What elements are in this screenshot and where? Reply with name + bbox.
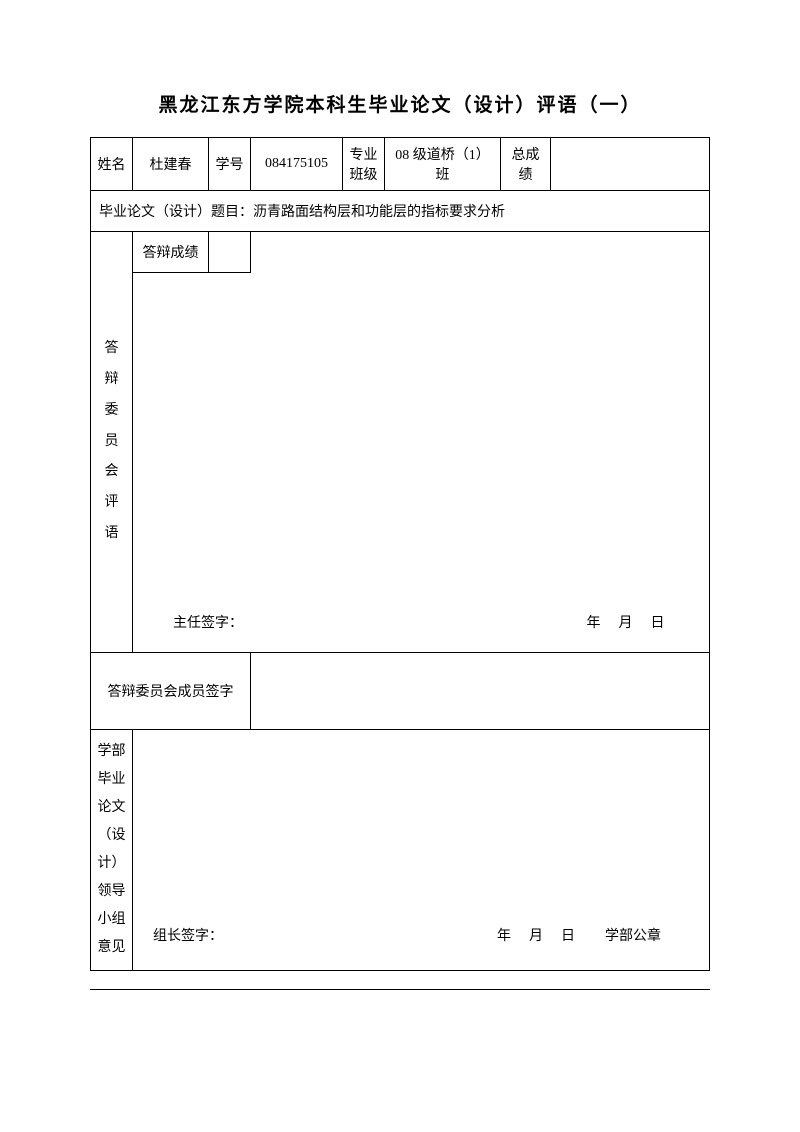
topic-prefix: 毕业论文（设计）题目： xyxy=(99,205,253,220)
committee-label-cell: 答辩委员会评语 xyxy=(91,232,133,653)
committee-comment-body: 主任签字： 年 月 日 xyxy=(133,273,710,653)
chair-signature-line: 主任签字： 年 月 日 xyxy=(173,612,689,632)
name-value: 杜建春 xyxy=(133,138,209,191)
student-id-label: 学号 xyxy=(209,138,251,191)
chair-date-year: 年 xyxy=(587,612,601,632)
topic-row: 毕业论文（设计）题目：沥青路面结构层和功能层的指标要求分析 xyxy=(91,191,710,232)
leader-row: 学部毕业论文（设计）领导小组意见 组长签字： 年 月 日 学部公章 xyxy=(91,730,710,971)
chair-signature-label: 主任签字： xyxy=(173,612,243,632)
chair-date-day: 日 xyxy=(651,612,665,632)
evaluation-table: 姓名 杜建春 学号 084175105 专业班级 08 级道桥（1）班 总成绩 … xyxy=(90,137,710,971)
committee-label: 答辩委员会评语 xyxy=(95,334,128,550)
committee-comment-row: 主任签字： 年 月 日 xyxy=(91,273,710,653)
defense-score-blank xyxy=(251,232,710,273)
defense-score-value xyxy=(209,232,251,273)
seal-label: 学部公章 xyxy=(605,925,661,945)
footer-divider xyxy=(90,989,710,990)
leader-date-day: 日 xyxy=(561,925,575,945)
leader-date-month: 月 xyxy=(529,925,543,945)
members-sig-area xyxy=(251,653,710,730)
name-label: 姓名 xyxy=(91,138,133,191)
defense-score-label: 答辩成绩 xyxy=(133,232,209,273)
total-score-value xyxy=(551,138,710,191)
defense-score-row: 答辩委员会评语 答辩成绩 xyxy=(91,232,710,273)
page-title: 黑龙江东方学院本科生毕业论文（设计）评语（一） xyxy=(90,90,710,117)
header-row: 姓名 杜建春 学号 084175105 专业班级 08 级道桥（1）班 总成绩 xyxy=(91,138,710,191)
members-sig-row: 答辩委员会成员签字 xyxy=(91,653,710,730)
class-value: 08 级道桥（1）班 xyxy=(385,138,501,191)
leader-label-cell: 学部毕业论文（设计）领导小组意见 xyxy=(91,730,133,971)
leader-signature-label: 组长签字： xyxy=(153,925,223,945)
class-label: 专业班级 xyxy=(343,138,385,191)
leader-label: 学部毕业论文（设计）领导小组意见 xyxy=(95,738,128,962)
topic-cell: 毕业论文（设计）题目：沥青路面结构层和功能层的指标要求分析 xyxy=(91,191,710,232)
leader-date-year: 年 xyxy=(497,925,511,945)
student-id-value: 084175105 xyxy=(251,138,343,191)
leader-signature-line: 组长签字： 年 月 日 学部公章 xyxy=(153,925,689,945)
members-sig-label: 答辩委员会成员签字 xyxy=(91,653,251,730)
total-score-label: 总成绩 xyxy=(501,138,551,191)
leader-body: 组长签字： 年 月 日 学部公章 xyxy=(133,730,710,971)
topic-text: 沥青路面结构层和功能层的指标要求分析 xyxy=(253,205,505,220)
chair-date-month: 月 xyxy=(619,612,633,632)
